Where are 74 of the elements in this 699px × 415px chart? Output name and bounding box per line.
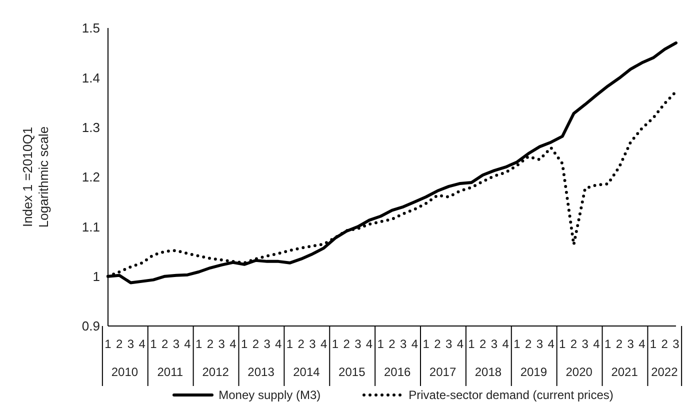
x-tick-label: 3: [490, 337, 498, 351]
x-tick-label: 3: [172, 337, 180, 351]
text: 2016: [384, 365, 412, 379]
text: 2011: [157, 365, 184, 379]
x-tick-label: 2: [661, 337, 668, 351]
x-tick-label: 1: [196, 337, 203, 351]
text: 2015: [338, 365, 366, 379]
text: 2018: [474, 365, 502, 379]
x-tick-label: 4: [275, 337, 282, 351]
x-tick-label: 2: [616, 337, 623, 351]
x-tick-label: 2: [388, 337, 396, 351]
x-tick-label: 2: [524, 337, 532, 351]
text: 2010: [111, 365, 138, 379]
y-tick-label: 1.2: [82, 170, 100, 185]
x-tick-label: 1: [377, 337, 384, 351]
x-tick-label: 2: [570, 337, 578, 351]
x-tick-label: 4: [184, 337, 192, 351]
y-tick-label: 1: [92, 268, 100, 284]
x-tick-label: 1: [422, 337, 430, 351]
text: 2014: [293, 365, 320, 379]
x-tick-label: 4: [411, 337, 418, 351]
x-tick-label: 4: [638, 337, 646, 351]
x-tick-label: 2: [206, 337, 214, 351]
y-tick-label: 1.4: [82, 70, 100, 86]
x-tick-label: 4: [138, 337, 146, 351]
x-tick-label: 1: [332, 337, 339, 351]
x-tick-label: 1: [240, 337, 248, 351]
legend-label: Private-sector demand (current prices): [408, 388, 614, 402]
x-tick-label: 3: [264, 337, 271, 351]
x-tick-label: 4: [456, 337, 464, 351]
x-tick-label: 2: [116, 337, 124, 351]
text: 2021: [611, 365, 638, 379]
legend-label: Money supply (M3): [218, 388, 321, 402]
x-tick-label: 1: [604, 337, 612, 351]
x-tick-label: 1: [650, 337, 657, 351]
x-tick-label: 4: [230, 337, 237, 351]
y-tick-label: 1.3: [82, 120, 100, 135]
x-tick-label: 4: [548, 337, 555, 351]
x-tick-label: 3: [309, 337, 316, 351]
y-axis-title: Index 1 =2010Q1 Logarithmic scale: [20, 126, 51, 228]
x-tick-label: 3: [627, 337, 634, 351]
x-tick-label: 3: [536, 337, 544, 351]
x-tick-label: 2: [434, 337, 442, 351]
text: 2012: [202, 365, 230, 379]
x-tick-label: 3: [672, 337, 680, 351]
x-tick-label: 4: [320, 337, 328, 351]
x-tick-label: 2: [161, 337, 168, 351]
x-tick-label: 3: [354, 337, 362, 351]
text: 2019: [520, 365, 548, 379]
x-tick-label: 2: [252, 337, 260, 351]
y-tick-label: 1.5: [82, 20, 100, 36]
x-tick-label: 1: [514, 337, 521, 351]
x-tick-label: 4: [502, 337, 510, 351]
x-tick-label: 4: [593, 337, 600, 351]
x-tick-label: 2: [480, 337, 487, 351]
x-tick-label: 1: [468, 337, 476, 351]
x-tick-label: 1: [150, 337, 158, 351]
x-tick-label: 3: [127, 337, 134, 351]
x-tick-label: 1: [104, 337, 112, 351]
x-tick-label: 3: [218, 337, 226, 351]
x-tick-label: 1: [286, 337, 294, 351]
x-tick-label: 1: [559, 337, 566, 351]
text: 2013: [248, 365, 275, 379]
x-tick-label: 3: [445, 337, 452, 351]
x-tick-label: 3: [400, 337, 408, 351]
text: 2017: [429, 365, 456, 379]
x-tick-label: 2: [298, 337, 305, 351]
text: 2020: [566, 365, 593, 379]
x-tick-label: 2: [343, 337, 350, 351]
text: 2022: [651, 365, 678, 379]
x-tick-label: 3: [582, 337, 589, 351]
x-tick-label: 4: [366, 337, 373, 351]
y-tick-label: 0.9: [82, 318, 100, 334]
y-tick-label: 1.1: [82, 219, 100, 234]
